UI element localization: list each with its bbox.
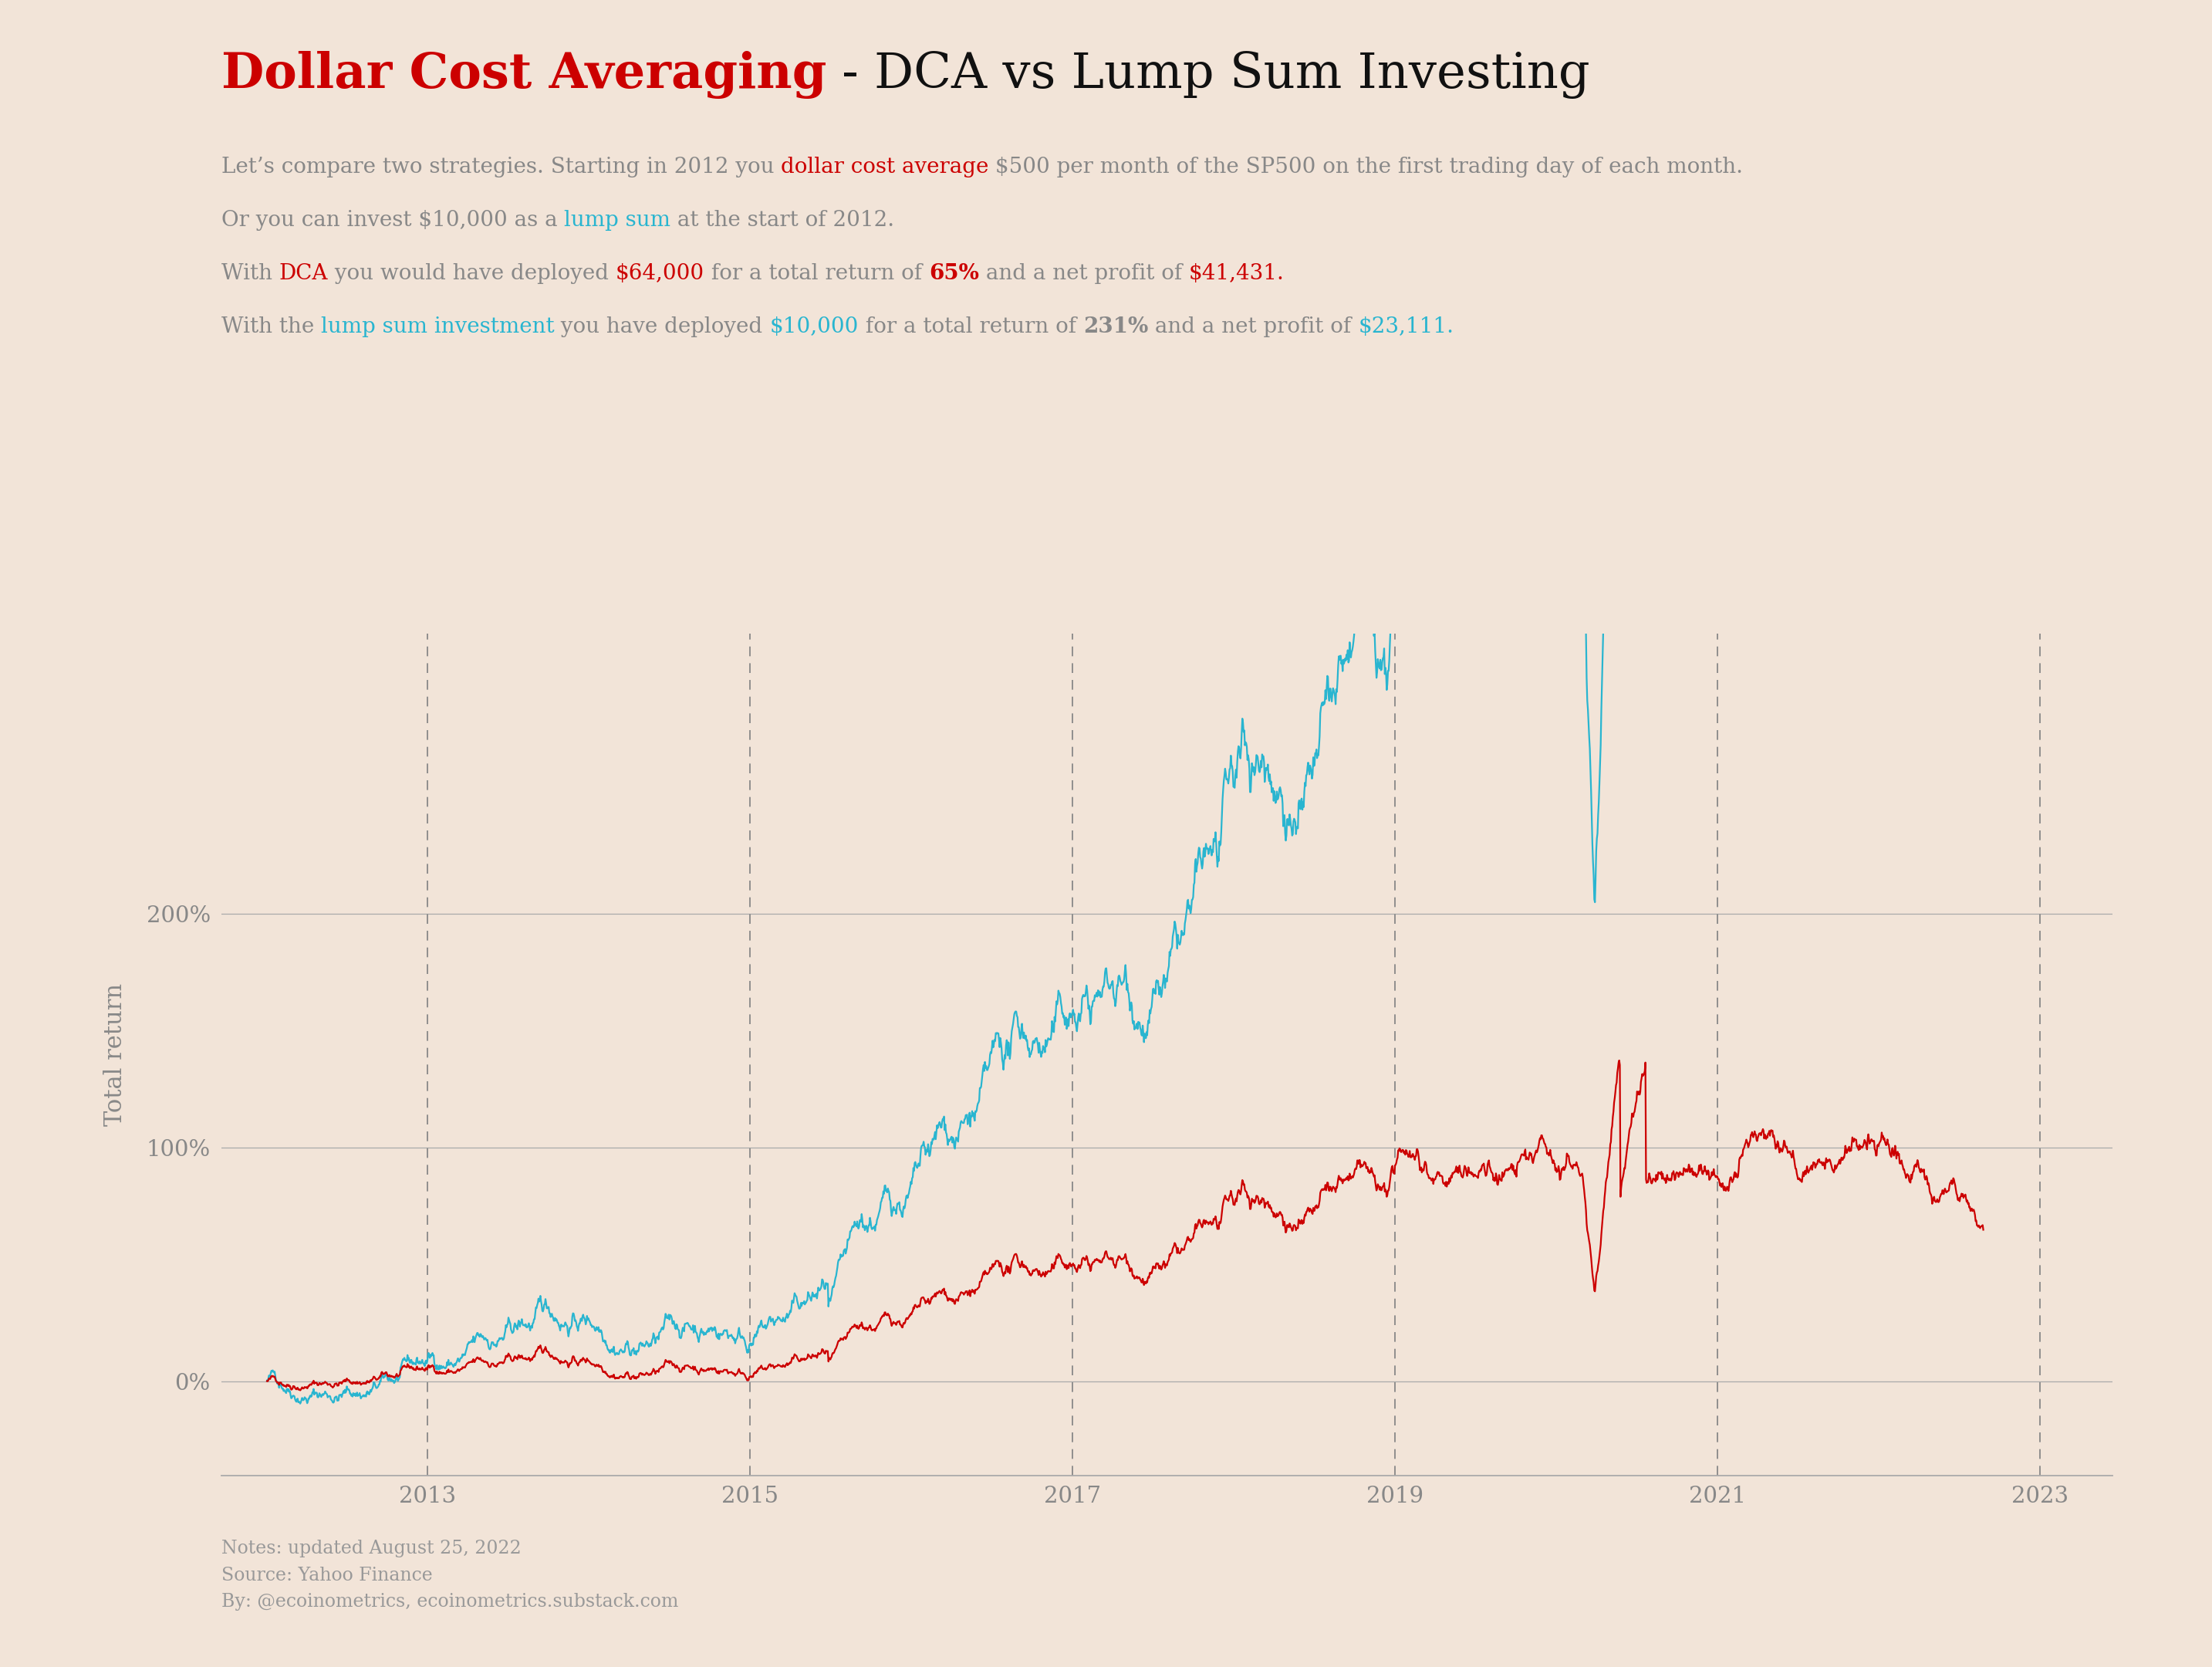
Text: 65%: 65% — [929, 263, 980, 283]
Text: Notes: updated August 25, 2022
Source: Yahoo Finance
By: @ecoinometrics, ecoinom: Notes: updated August 25, 2022 Source: Y… — [221, 1540, 679, 1610]
Text: you have deployed: you have deployed — [555, 317, 770, 337]
Text: DCA: DCA — [279, 263, 327, 283]
Text: With: With — [221, 263, 279, 283]
Text: - DCA vs Lump Sum Investing: - DCA vs Lump Sum Investing — [827, 52, 1590, 98]
Text: and a net profit of: and a net profit of — [1148, 317, 1358, 337]
Text: Let’s compare two strategies. Starting in 2012 you: Let’s compare two strategies. Starting i… — [221, 157, 781, 177]
Text: at the start of 2012.: at the start of 2012. — [670, 210, 894, 230]
Text: 231%: 231% — [1084, 317, 1148, 337]
Text: $64,000: $64,000 — [615, 263, 703, 283]
Text: $23,111.: $23,111. — [1358, 317, 1453, 337]
Text: for a total return of: for a total return of — [858, 317, 1084, 337]
Text: lump sum investment: lump sum investment — [321, 317, 555, 337]
Text: Or you can invest $10,000 as a: Or you can invest $10,000 as a — [221, 210, 564, 230]
Text: Dollar Cost Averaging: Dollar Cost Averaging — [221, 52, 827, 98]
Y-axis label: Total return: Total return — [104, 984, 126, 1125]
Text: for a total return of: for a total return of — [703, 263, 929, 283]
Text: $41,431.: $41,431. — [1190, 263, 1285, 283]
Text: dollar cost average: dollar cost average — [781, 157, 989, 177]
Text: With the: With the — [221, 317, 321, 337]
Text: and a net profit of: and a net profit of — [980, 263, 1190, 283]
Text: you would have deployed: you would have deployed — [327, 263, 615, 283]
Text: $500 per month of the SP500 on the first trading day of each month.: $500 per month of the SP500 on the first… — [989, 157, 1743, 177]
Text: $10,000: $10,000 — [770, 317, 858, 337]
Text: lump sum: lump sum — [564, 210, 670, 230]
